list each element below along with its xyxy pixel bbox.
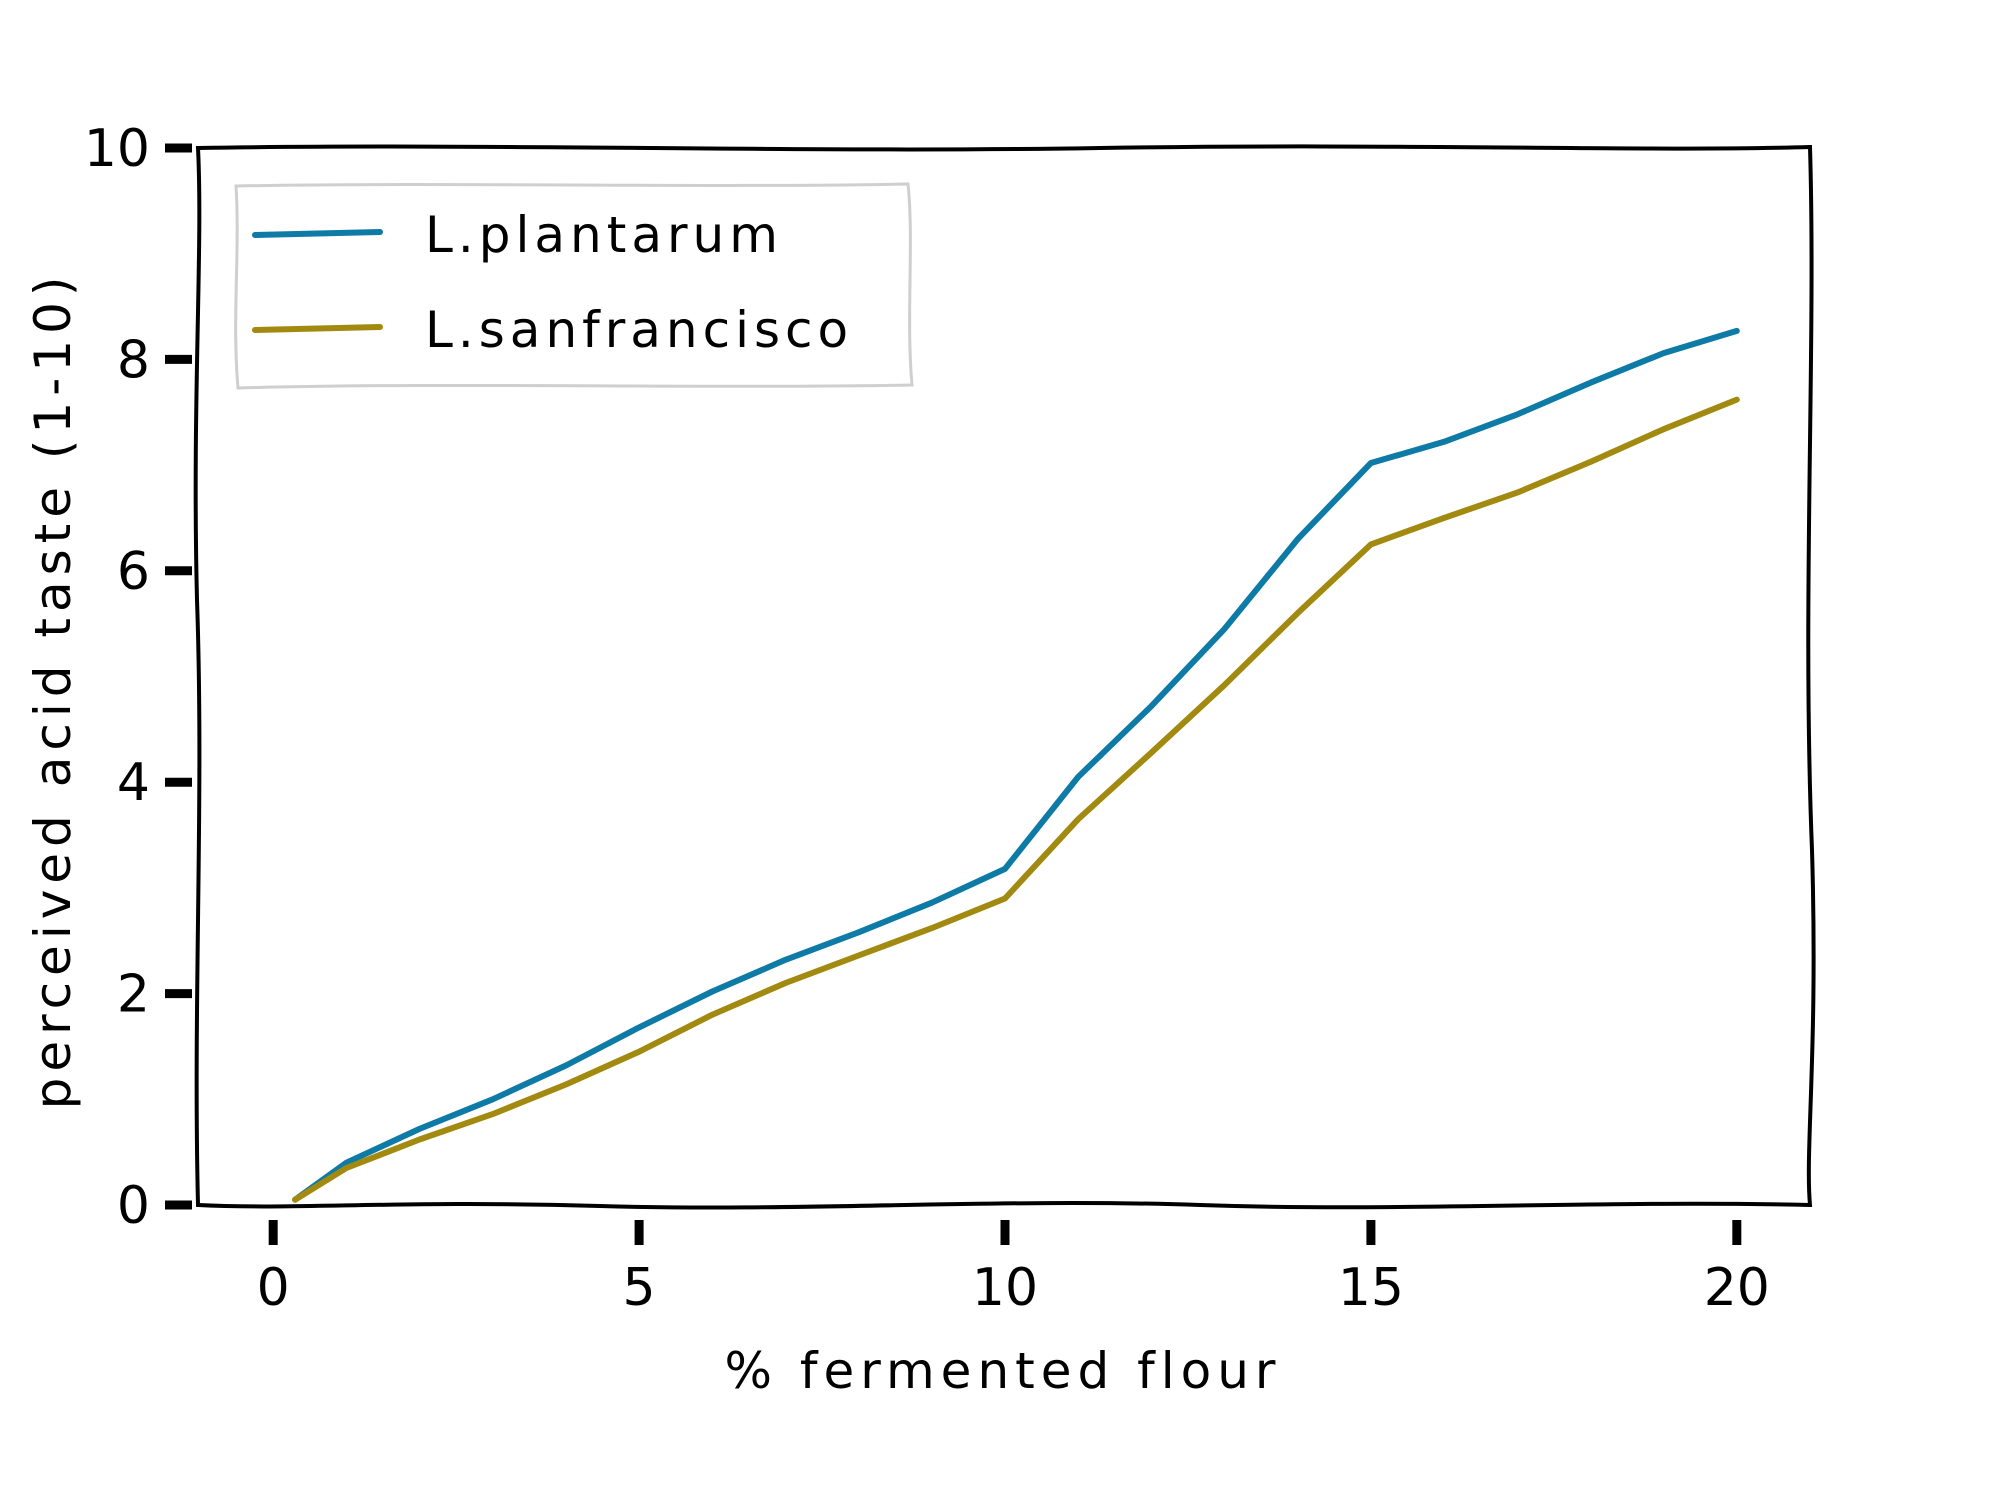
x-tick-label: 15 (1338, 1258, 1404, 1318)
x-tick-label: 5 (623, 1258, 656, 1318)
x-tick-label: 10 (972, 1258, 1038, 1318)
y-tick-label: 6 (117, 542, 150, 602)
y-axis-ticks: 0 2 4 6 8 10 (84, 119, 192, 1236)
series-line-lplantarum (292, 327, 1740, 1203)
y-tick-label: 0 (117, 1176, 150, 1236)
y-axis-label: perceived acid taste (1-10) (24, 271, 82, 1110)
y-tick-label: 2 (117, 965, 150, 1025)
x-axis-ticks: 0 5 10 15 20 (257, 1220, 1770, 1318)
legend-label-sanfrancisco: L.sanfrancisco (425, 301, 853, 359)
x-axis-label: % fermented flour (725, 1342, 1282, 1400)
series-lines (292, 327, 1740, 1203)
y-tick-label: 4 (117, 753, 150, 813)
legend-frame (234, 182, 914, 390)
y-tick-label: 8 (117, 330, 150, 390)
plot-frame (193, 144, 1816, 1210)
legend-swatch-plantarum (252, 229, 383, 238)
x-tick-label: 20 (1704, 1258, 1770, 1318)
series-line-lsanfrancisco (292, 396, 1740, 1203)
x-tick-label: 0 (257, 1258, 290, 1318)
y-tick-label: 10 (84, 119, 150, 179)
legend-label-plantarum: L.plantarum (425, 206, 783, 264)
legend: L.plantarum L.sanfrancisco (234, 182, 914, 390)
legend-swatch-sanfrancisco (252, 324, 383, 333)
